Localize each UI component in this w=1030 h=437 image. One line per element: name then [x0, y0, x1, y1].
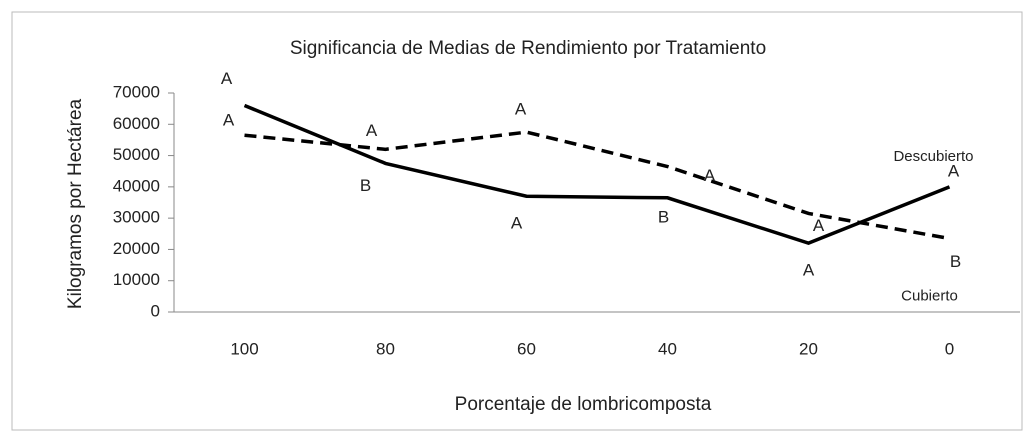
y-tick-label: 50000	[113, 145, 160, 164]
x-tick-label: 60	[517, 339, 536, 358]
x-axis-title: Porcentaje de lombricomposta	[455, 394, 712, 415]
significance-letter: A	[366, 121, 378, 140]
significance-letter: B	[950, 252, 961, 271]
significance-letter: A	[704, 166, 716, 185]
significance-letter: A	[515, 100, 527, 119]
x-tick-label: 100	[230, 339, 258, 358]
significance-letter: A	[803, 261, 815, 280]
x-tick-label: 40	[658, 339, 677, 358]
chart-title: Significancia de Medias de Rendimiento p…	[290, 38, 766, 59]
x-tick-label: 20	[799, 339, 818, 358]
significance-letter: A	[223, 111, 235, 130]
significance-letter: A	[813, 216, 825, 235]
y-tick-label: 60000	[113, 114, 160, 133]
y-tick-label: 30000	[113, 208, 160, 227]
x-tick-label: 80	[376, 339, 395, 358]
y-axis-title: Kilogramos por Hectárea	[65, 98, 86, 309]
chart-border	[11, 11, 1023, 431]
significance-letter: A	[948, 161, 960, 180]
y-tick-label: 70000	[113, 82, 160, 101]
series-label: Cubierto	[901, 287, 958, 304]
y-tick-label: 40000	[113, 176, 160, 195]
y-tick-label: 10000	[113, 270, 160, 289]
significance-letter: B	[658, 207, 669, 226]
y-tick-label: 0	[151, 301, 160, 320]
line-series	[243, 103, 951, 246]
y-tick-label: 20000	[113, 239, 160, 258]
significance-letter: A	[221, 69, 233, 88]
x-tick-label: 0	[945, 339, 954, 358]
significance-letter: A	[511, 214, 523, 233]
series-label: Descubierto	[893, 148, 973, 165]
line-series	[244, 130, 950, 241]
significance-letter: B	[360, 176, 371, 195]
